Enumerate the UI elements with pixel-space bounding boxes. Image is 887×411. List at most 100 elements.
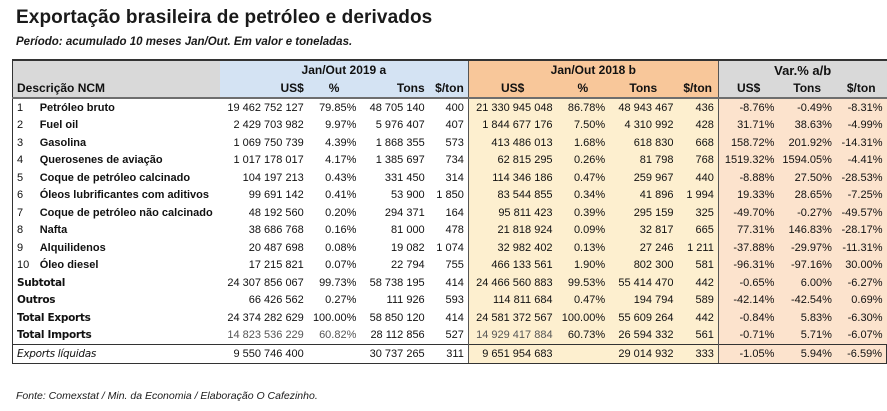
table-row: 1 Petróleo bruto 19 462 752 127 79.85% 48 70… (13, 98, 887, 117)
b-tons: 802 300 (609, 256, 678, 274)
header-a-usd: US$ (219, 79, 308, 99)
a-tons: 28 112 856 (370, 329, 425, 342)
b-tons: 26 594 332 (609, 326, 678, 345)
b-tons: 81 798 (609, 151, 678, 169)
totals-row: Total Imports 14 823 536 229 60.82% 28 112 … (13, 326, 887, 345)
var-per-ton: -6.59% (835, 344, 887, 364)
a-tons: 58 850 120 (369, 311, 425, 324)
a-pct: 0.16% (325, 224, 357, 237)
b-usd: 413 486 013 (468, 134, 557, 152)
var-usd: 158.72% (718, 134, 779, 152)
a-tons: 331 450 (384, 171, 425, 184)
table-row: 7 Coque de petróleo não calcinado 48 192 5… (13, 204, 887, 222)
a-usd: 1 069 750 739 (233, 136, 304, 149)
row-description: Fuel oil (39, 119, 79, 132)
var-tons: -42.54% (778, 291, 836, 309)
row-index: 9 (17, 241, 24, 254)
b-per-ton: 768 (677, 151, 719, 169)
row-index: 5 (17, 171, 24, 184)
var-tons: 5.94% (778, 344, 836, 364)
var-tons: -29.97% (778, 239, 836, 257)
var-per-ton: -14.31% (835, 134, 887, 152)
report-title: Exportação brasileira de petróleo e deri… (16, 7, 433, 28)
a-tons: 111 926 (386, 294, 425, 307)
a-usd: 17 215 821 (248, 259, 304, 272)
b-per-ton: 442 (677, 309, 719, 327)
var-tons: 1594.05% (778, 151, 836, 169)
source-note: Fonte: Comexstat / Min. da Economia / El… (16, 390, 318, 402)
var-per-ton: -7.25% (835, 186, 887, 204)
totals-label: Outros (17, 294, 56, 307)
b-usd: 62 815 295 (468, 151, 557, 169)
header-v-per-ton: $/ton (835, 79, 887, 99)
b-usd: 9 651 954 683 (468, 344, 557, 364)
a-per-ton: 314 (428, 169, 469, 187)
row-description: Petróleo bruto (39, 101, 115, 114)
row-index: 7 (17, 206, 24, 219)
report-subtitle: Período: acumulado 10 meses Jan/Out. Em … (16, 36, 353, 48)
b-pct: 0.09% (556, 221, 610, 239)
table-row: 2 Fuel oil 2 429 703 982 9.97% 5 976 407 407 1… (13, 116, 887, 134)
b-per-ton: 665 (677, 221, 719, 239)
b-pct: 86.78% (556, 98, 610, 117)
b-usd: 32 982 402 (468, 239, 557, 257)
var-usd: -8.88% (718, 169, 779, 187)
b-tons: 55 609 264 (609, 309, 678, 327)
b-per-ton: 561 (677, 326, 719, 345)
a-usd: 9 550 746 400 (219, 344, 308, 364)
b-per-ton: 1 994 (677, 186, 719, 204)
var-tons: 5.71% (778, 326, 836, 345)
a-pct: 9.97% (325, 119, 357, 132)
b-usd: 14 929 417 884 (468, 326, 557, 345)
row-description: Óleo diesel (39, 259, 99, 272)
b-pct: 0.13% (556, 239, 610, 257)
row-index: 10 (17, 259, 30, 272)
totals-row: Outros 66 426 562 0.27% 111 926 593 114 811 6… (13, 291, 887, 309)
var-tons: 201.92% (778, 134, 836, 152)
a-usd: 20 487 698 (248, 241, 304, 254)
a-per-ton: 593 (428, 291, 469, 309)
a-per-ton: 311 (428, 344, 469, 364)
b-usd: 1 844 677 176 (468, 116, 557, 134)
var-tons: 146.83% (778, 221, 836, 239)
a-usd: 24 307 856 067 (227, 276, 304, 289)
row-description: Nafta (39, 224, 68, 237)
a-per-ton: 734 (428, 151, 469, 169)
b-pct: 0.47% (556, 291, 610, 309)
row-index: 3 (17, 136, 24, 149)
var-usd: -42.14% (718, 291, 779, 309)
b-pct: 1.68% (556, 134, 610, 152)
a-pct: 0.08% (325, 241, 357, 254)
a-usd: 66 426 562 (248, 294, 304, 307)
b-tons: 259 967 (609, 169, 678, 187)
a-usd: 14 823 536 229 (227, 329, 304, 342)
b-per-ton: 428 (677, 116, 719, 134)
b-per-ton: 436 (677, 98, 719, 117)
exports-table: Jan/Out 2019 a Jan/Out 2018 b Var.% a/b … (11, 59, 887, 364)
a-per-ton: 407 (428, 116, 469, 134)
a-pct: 4.39% (325, 136, 357, 149)
b-per-ton: 1 211 (677, 239, 719, 257)
b-per-ton: 333 (677, 344, 719, 364)
var-tons: 38.63% (778, 116, 836, 134)
row-description: Alquilidenos (39, 241, 106, 254)
var-tons: -97.16% (778, 256, 836, 274)
var-per-ton: -28.53% (835, 169, 887, 187)
a-usd: 99 691 142 (248, 189, 304, 202)
row-index: 6 (17, 189, 24, 202)
var-usd: 77.31% (718, 221, 779, 239)
a-per-ton: 400 (428, 98, 469, 117)
b-per-ton: 668 (677, 134, 719, 152)
a-tons: 1 385 697 (375, 154, 425, 167)
row-description: Coque de petróleo calcinado (39, 171, 191, 184)
var-usd: -37.88% (718, 239, 779, 257)
b-usd: 83 544 855 (468, 186, 557, 204)
var-per-ton: -6.30% (835, 309, 887, 327)
net-exports-row: Exports líquidas 9 550 746 400 30 737 265 3… (11, 344, 887, 364)
a-tons: 22 794 (391, 259, 425, 272)
b-usd: 21 818 924 (468, 221, 557, 239)
a-per-ton: 1 074 (428, 239, 469, 257)
var-tons: 27.50% (778, 169, 836, 187)
a-usd: 104 197 213 (242, 171, 304, 184)
row-description: Coque de petróleo não calcinado (39, 206, 213, 219)
